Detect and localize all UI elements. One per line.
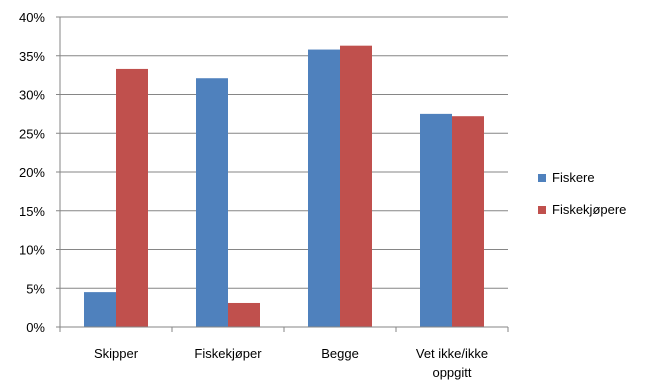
- bar-fiskekjøpere: [340, 45, 372, 328]
- bar-fiskere: [196, 78, 228, 327]
- y-tick-labels: 0% 5% 10% 15% 20% 25% 30% 35% 40%: [19, 10, 45, 335]
- legend-label: Fiskekjøpere: [552, 202, 626, 217]
- y-tick-label: 15%: [19, 204, 45, 219]
- x-category-label: Begge: [321, 346, 359, 361]
- x-category-label: Fiskekjøper: [194, 346, 262, 361]
- bar-fiskekjøpere: [228, 302, 260, 327]
- legend: Fiskere Fiskekjøpere: [538, 170, 626, 217]
- bar-fiskekjøpere: [452, 116, 484, 327]
- y-tick-label: 5%: [26, 281, 45, 296]
- bar-fiskekjøpere: [116, 68, 148, 328]
- axes: [56, 16, 509, 332]
- legend-label: Fiskere: [552, 170, 595, 185]
- y-tick-label: 35%: [19, 49, 45, 64]
- y-tick-label: 30%: [19, 88, 45, 103]
- y-tick-label: 0%: [26, 320, 45, 335]
- bar-fiskere: [420, 113, 452, 327]
- y-tick-label: 25%: [19, 126, 45, 141]
- bar-fiskere: [308, 49, 340, 328]
- x-category-label: Skipper: [94, 346, 139, 361]
- legend-swatch: [538, 174, 546, 182]
- y-tick-label: 10%: [19, 243, 45, 258]
- bar-fiskere: [84, 292, 116, 327]
- legend-swatch: [538, 206, 546, 214]
- x-category-labels: Skipper Fiskekjøper Begge Vet ikke/ikke oppg…: [94, 346, 488, 380]
- y-tick-label: 40%: [19, 10, 45, 25]
- bars: [84, 45, 484, 328]
- x-category-label: Vet ikke/ikke oppgitt: [416, 346, 488, 380]
- y-tick-label: 20%: [19, 165, 45, 180]
